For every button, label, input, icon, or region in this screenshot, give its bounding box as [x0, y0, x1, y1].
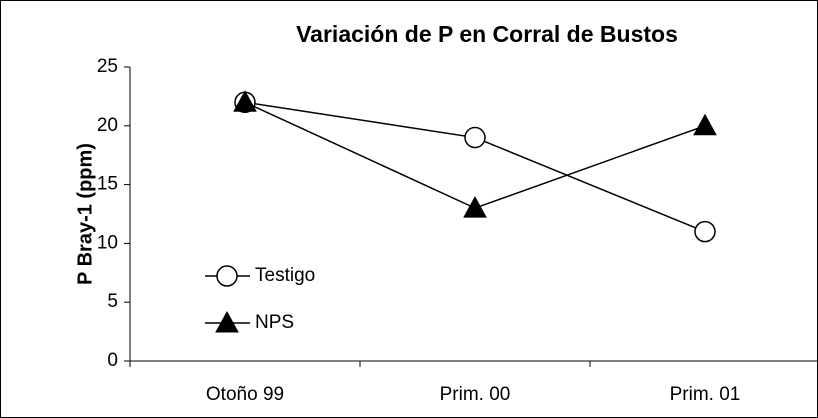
x-tick-label: Prim. 00	[440, 384, 511, 405]
marker	[233, 90, 257, 112]
y-tick-label: 20	[97, 115, 118, 136]
legend-label: NPS	[255, 312, 294, 333]
y-tick-label: 10	[97, 232, 118, 253]
chart-title: Variación de P en Corral de Bustos	[296, 21, 678, 47]
marker	[694, 220, 716, 243]
y-tick-label: 0	[107, 350, 118, 371]
y-tick-label: 5	[107, 291, 118, 312]
marker	[215, 310, 239, 333]
x-tick-label: Prim. 01	[670, 384, 741, 405]
marker	[216, 265, 238, 287]
marker	[463, 196, 487, 218]
x-tick-label: Otoño 99	[206, 384, 284, 405]
legend-label: Testigo	[255, 265, 315, 286]
marker	[693, 113, 717, 136]
y-tick-label: 25	[97, 56, 118, 77]
marker	[464, 126, 486, 149]
y-tick-label: 15	[97, 174, 118, 195]
y-axis-label: P Bray-1 (ppm)	[74, 143, 96, 285]
